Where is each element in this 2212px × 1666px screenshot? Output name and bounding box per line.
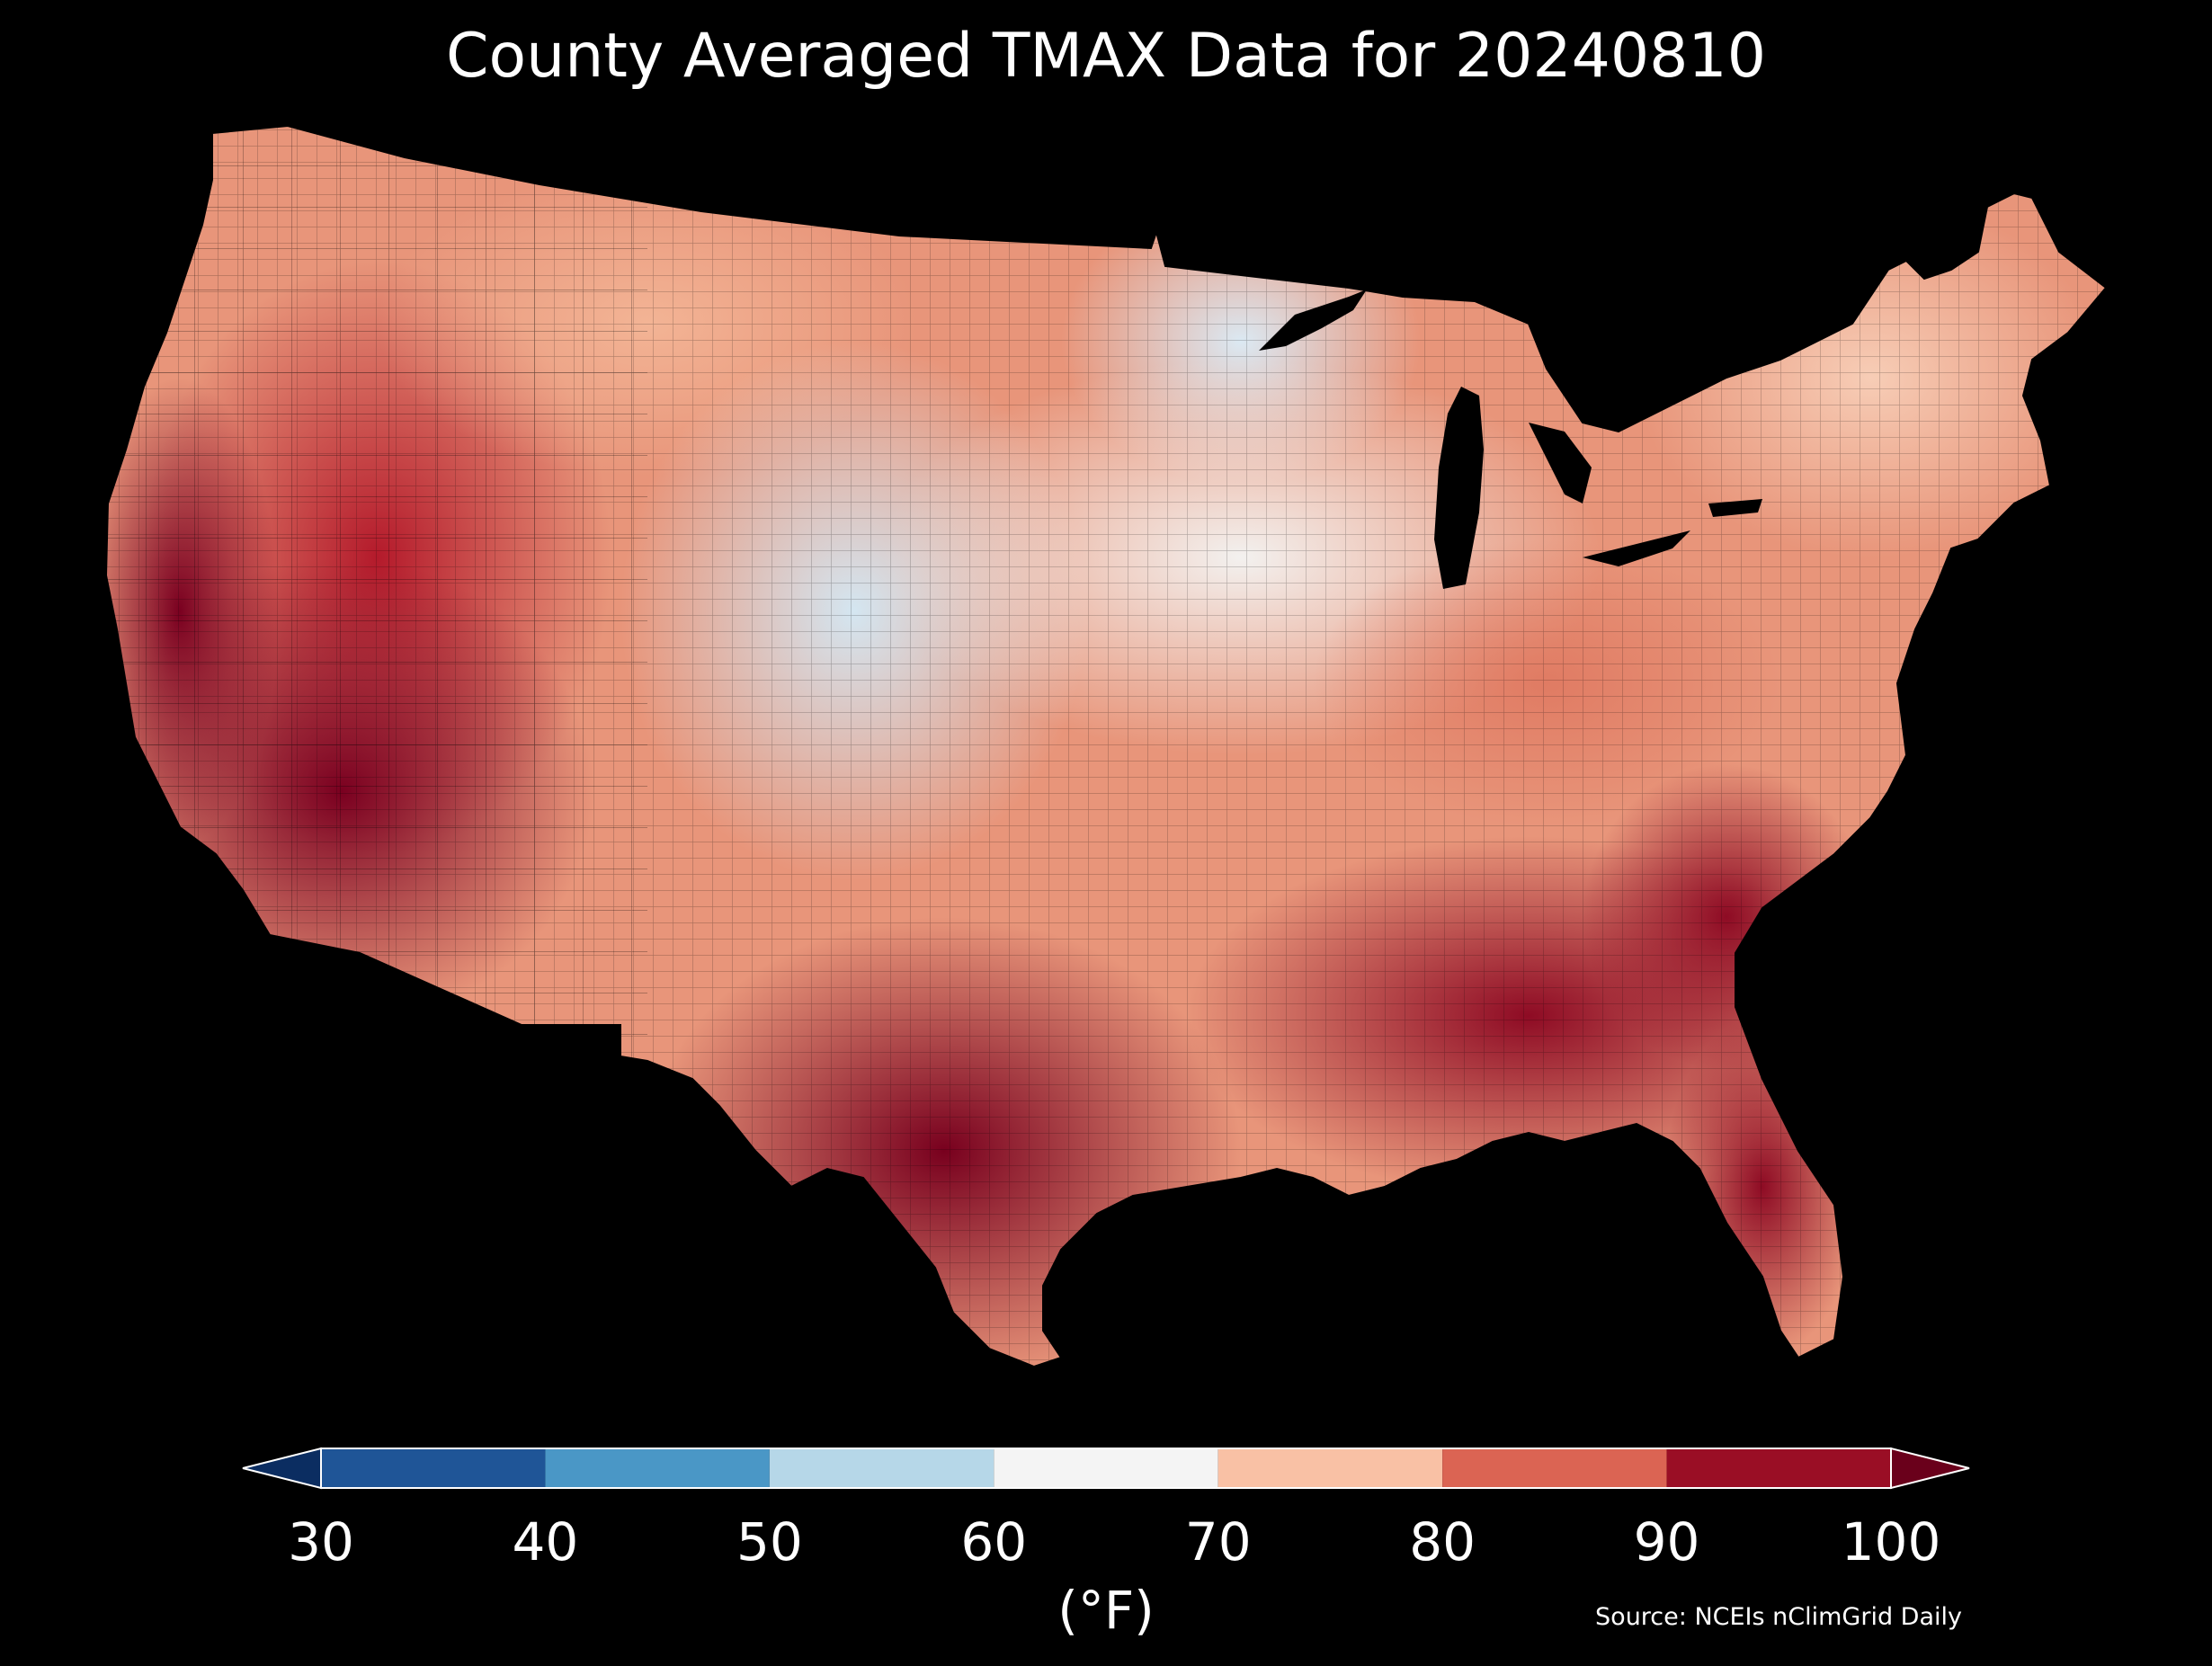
- colorbar-unit-label: (°F): [1057, 1580, 1155, 1641]
- colorbar-bin-90-100: [1666, 1448, 1891, 1488]
- colorbar-bin-50-60: [769, 1448, 995, 1488]
- colorbar-frame: [320, 1448, 1892, 1489]
- lake-erie: [1583, 530, 1690, 566]
- colorbar-bin-80-90: [1442, 1448, 1667, 1488]
- colorbar-bin-60-70: [994, 1448, 1218, 1488]
- lake-huron: [1529, 423, 1592, 503]
- colorbar-tick-label: 100: [1841, 1511, 1941, 1572]
- lake-superior: [1259, 290, 1367, 351]
- lake-ontario: [1708, 499, 1762, 517]
- colorbar-tick-label: 60: [960, 1511, 1028, 1572]
- colorbar-tick-label: 80: [1409, 1511, 1476, 1572]
- colorbar-over-arrow: [1890, 1447, 1970, 1490]
- colorbar-tick-label: 90: [1633, 1511, 1700, 1572]
- colorbar-bin-70-80: [1217, 1448, 1443, 1488]
- map-title: County Averaged TMAX Data for 20240810: [446, 21, 1766, 92]
- colorbar-under-arrow: [242, 1447, 322, 1490]
- colorbar-tick-label: 40: [512, 1511, 579, 1572]
- colorbar-tick-label: 30: [288, 1511, 354, 1572]
- source-note: Source: NCEIs nClimGrid Daily: [1595, 1603, 1962, 1631]
- colorbar-tick-label: 50: [736, 1511, 803, 1572]
- lake-michigan: [1434, 387, 1484, 589]
- us-county-map: [105, 125, 2107, 1368]
- colorbar-tick-label: 70: [1184, 1511, 1252, 1572]
- colorbar-bin-40-50: [545, 1448, 770, 1488]
- colorbar-bin-30-40: [321, 1448, 546, 1488]
